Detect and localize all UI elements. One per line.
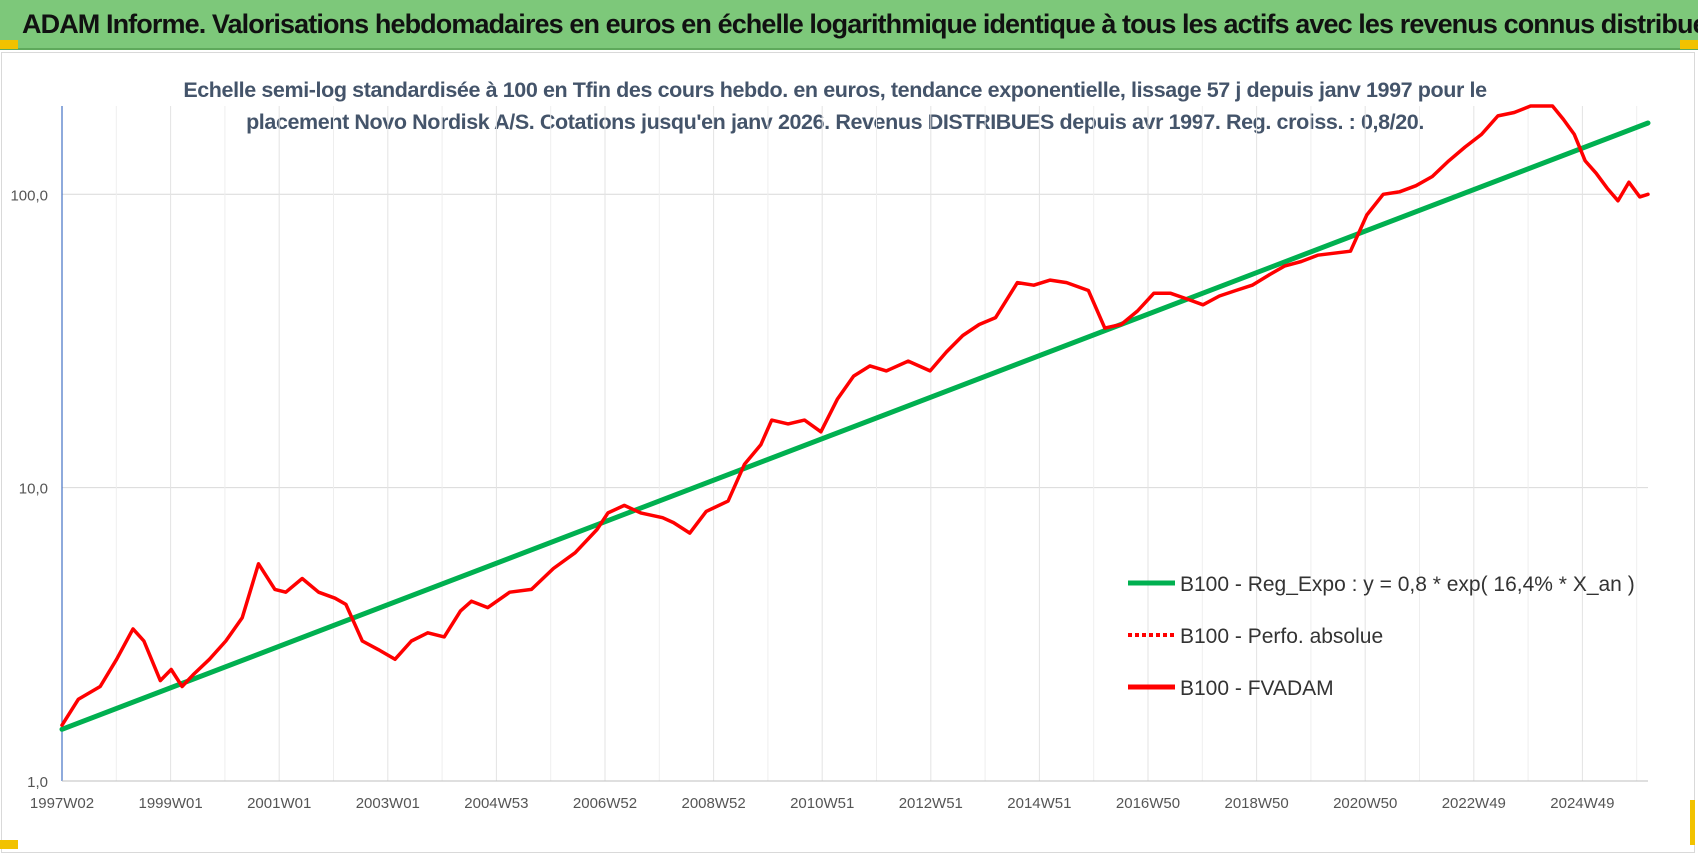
x-tick-label: 2008W52: [681, 795, 745, 812]
series-line-fvadam: [60, 104, 1650, 727]
y-tick-label: 1,0: [27, 774, 48, 791]
chart-title-line-1: Echelle semi-log standardisée à 100 en T…: [183, 78, 1487, 102]
x-tick-label: 2022W49: [1442, 795, 1506, 812]
y-tick-label: 100,0: [10, 187, 48, 204]
report-title: ADAM Informe. Valorisations hebdomadaire…: [22, 9, 1698, 39]
x-tick-label: 2001W01: [247, 795, 311, 812]
x-tick-label: 2012W51: [899, 795, 963, 812]
chart-frame: [1, 52, 1695, 853]
series-line-regression: [59, 120, 1651, 732]
legend-label: B100 - Reg_Expo : y = 0,8 * exp( 16,4% *…: [1180, 573, 1635, 596]
corner-accent-bottom-right: [1690, 800, 1695, 845]
x-tick-label: 2010W51: [790, 795, 854, 812]
corner-accent-top-right: [1680, 40, 1698, 49]
x-tick-label: 2020W50: [1333, 795, 1397, 812]
x-tick-label: 1999W01: [138, 795, 202, 812]
x-tick-label: 2003W01: [356, 795, 420, 812]
y-tick-label: 10,0: [19, 481, 48, 498]
axes: 1,0 10,0 100,0 1997W02 1999W01 2001W01 2003W01…: [10, 106, 1648, 812]
x-tick-label: 1997W02: [30, 795, 94, 812]
x-tick-label: 2024W49: [1550, 795, 1614, 812]
corner-accent-top-left: [0, 40, 18, 49]
x-tick-label: 2006W52: [573, 795, 637, 812]
corner-accent-bottom-left: [0, 840, 18, 849]
report-banner: ADAM Informe. Valorisations hebdomadaire…: [0, 0, 1698, 50]
series-layer: [59, 104, 1651, 732]
x-tick-label: 2004W53: [464, 795, 528, 812]
legend-label: B100 - FVADAM: [1180, 677, 1334, 700]
x-tick-label: 2014W51: [1007, 795, 1071, 812]
x-tick-label: 2018W50: [1224, 795, 1288, 812]
legend-label: B100 - Perfo. absolue: [1180, 625, 1383, 648]
x-tick-label: 2016W50: [1116, 795, 1180, 812]
legend: B100 - Reg_Expo : y = 0,8 * exp( 16,4% *…: [1128, 573, 1635, 700]
grid-lines: [61, 106, 1648, 782]
